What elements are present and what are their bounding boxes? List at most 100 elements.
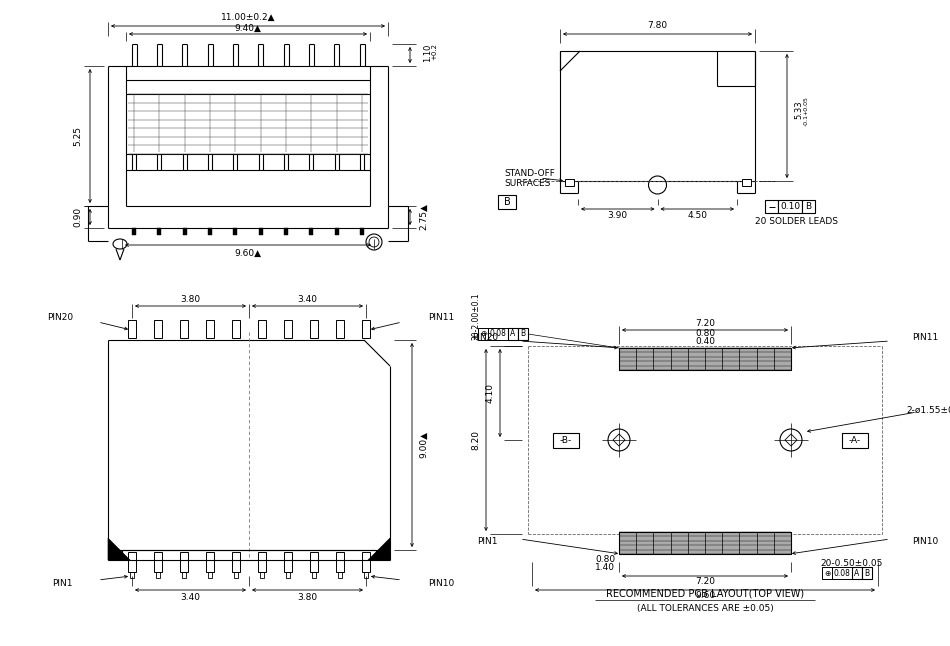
Text: B: B — [521, 329, 525, 339]
Bar — [284, 552, 292, 572]
Bar — [553, 433, 579, 448]
Text: -A-: -A- — [849, 436, 861, 445]
Text: STAND-OFF: STAND-OFF — [504, 169, 555, 178]
Text: (ALL TOLERANCES ARE ±0.05): (ALL TOLERANCES ARE ±0.05) — [636, 603, 773, 612]
Bar — [154, 552, 162, 572]
Bar — [832, 567, 852, 579]
Bar — [260, 572, 264, 578]
Bar — [312, 572, 316, 578]
Bar — [232, 320, 240, 338]
Bar — [234, 228, 238, 235]
Text: RECOMMENDED PCB LAYOUT(TOP VIEW): RECOMMENDED PCB LAYOUT(TOP VIEW) — [606, 589, 804, 599]
Bar — [802, 200, 815, 213]
Text: PIN1: PIN1 — [478, 537, 498, 547]
Bar — [765, 200, 778, 213]
Bar — [498, 195, 516, 209]
Text: 0.10: 0.10 — [780, 202, 800, 211]
Text: 5.25: 5.25 — [73, 126, 83, 146]
Polygon shape — [108, 538, 130, 560]
Text: 3.90: 3.90 — [608, 211, 628, 220]
Text: 7.20: 7.20 — [695, 578, 715, 587]
Bar — [284, 320, 292, 338]
Text: 0.80: 0.80 — [595, 556, 615, 565]
Text: 0.90: 0.90 — [73, 207, 83, 227]
Text: 7.80: 7.80 — [648, 21, 668, 30]
Text: ⊕: ⊕ — [480, 329, 486, 339]
Bar — [284, 228, 288, 235]
Bar — [862, 567, 872, 579]
Text: 3.40: 3.40 — [180, 592, 200, 601]
Text: 7.20: 7.20 — [695, 318, 715, 328]
Text: A: A — [510, 329, 516, 339]
Bar — [619, 348, 791, 370]
Bar — [232, 552, 240, 572]
Text: 0.08: 0.08 — [489, 329, 506, 339]
Text: B: B — [504, 197, 510, 207]
Bar — [208, 572, 212, 578]
Text: SURFACES: SURFACES — [504, 178, 550, 187]
Bar — [182, 572, 186, 578]
Bar — [180, 552, 188, 572]
Polygon shape — [613, 434, 625, 446]
Text: 9.40▲: 9.40▲ — [235, 23, 261, 32]
Bar — [362, 552, 370, 572]
Bar — [128, 320, 136, 338]
Text: 11.00±0.2▲: 11.00±0.2▲ — [220, 12, 276, 21]
Text: B: B — [864, 568, 869, 578]
Bar — [842, 433, 868, 448]
Text: PIN10: PIN10 — [428, 579, 454, 589]
Bar — [258, 320, 266, 338]
Text: 0.80: 0.80 — [695, 329, 715, 339]
Bar — [360, 228, 364, 235]
Text: 2-ø1.55±0.05: 2-ø1.55±0.05 — [906, 406, 950, 415]
Text: PIN20: PIN20 — [472, 333, 498, 342]
Text: +0.05: +0.05 — [804, 96, 808, 116]
Text: PIN11: PIN11 — [428, 313, 454, 322]
Bar — [478, 328, 488, 340]
Text: -B-: -B- — [560, 436, 572, 445]
Bar — [362, 320, 370, 338]
Bar — [852, 567, 862, 579]
Bar — [206, 552, 214, 572]
Bar — [132, 228, 136, 235]
Text: 20-2.00±0.1: 20-2.00±0.1 — [471, 292, 481, 340]
Text: 5.33: 5.33 — [794, 101, 804, 120]
Text: 20-0.50±0.05: 20-0.50±0.05 — [821, 559, 884, 568]
Text: PIN1: PIN1 — [52, 579, 73, 589]
Bar — [488, 328, 508, 340]
Bar — [154, 320, 162, 338]
Text: PIN10: PIN10 — [912, 537, 939, 547]
Bar — [156, 572, 160, 578]
Bar — [258, 552, 266, 572]
Bar — [508, 328, 518, 340]
Text: 9.60: 9.60 — [695, 592, 715, 601]
Text: 8.20: 8.20 — [471, 430, 481, 450]
Text: 3.40: 3.40 — [297, 295, 317, 304]
Bar — [364, 572, 368, 578]
Text: A: A — [854, 568, 860, 578]
Text: 9.60▲: 9.60▲ — [235, 249, 261, 258]
Text: 4.50: 4.50 — [687, 211, 707, 220]
Bar — [619, 532, 791, 554]
Text: +0.2: +0.2 — [431, 43, 437, 59]
Text: -0.1: -0.1 — [804, 114, 808, 126]
Text: 20 SOLDER LEADS: 20 SOLDER LEADS — [755, 216, 838, 225]
Polygon shape — [368, 538, 390, 560]
Text: PIN20: PIN20 — [47, 313, 73, 322]
Bar — [128, 552, 136, 572]
Bar — [208, 228, 212, 235]
Bar — [182, 228, 186, 235]
Bar — [310, 552, 318, 572]
Bar — [310, 320, 318, 338]
Bar — [180, 320, 188, 338]
Bar — [206, 320, 214, 338]
Bar — [234, 572, 238, 578]
Bar — [742, 179, 751, 186]
Text: 1.10: 1.10 — [424, 44, 432, 62]
Bar — [310, 228, 314, 235]
Polygon shape — [785, 434, 797, 446]
Bar — [286, 572, 290, 578]
Bar — [336, 552, 344, 572]
Bar — [334, 228, 338, 235]
Bar — [336, 320, 344, 338]
